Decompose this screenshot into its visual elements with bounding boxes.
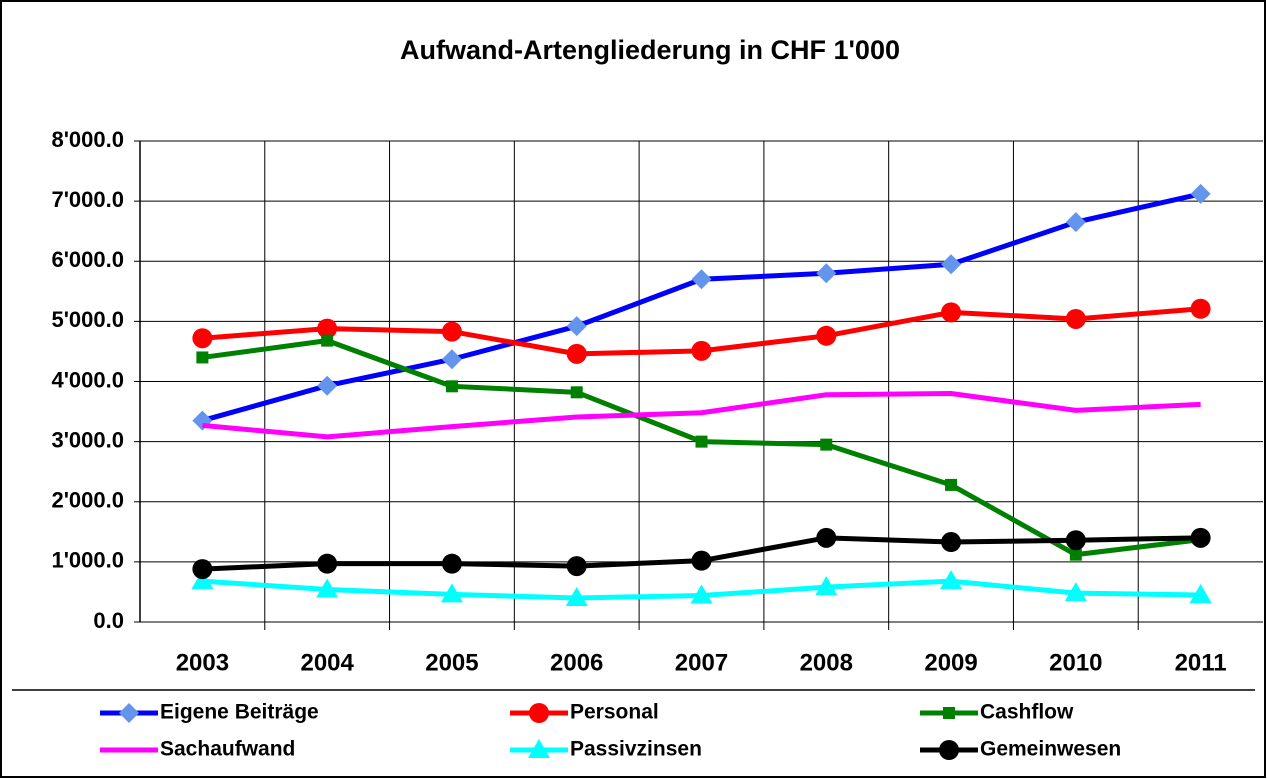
data-point — [316, 578, 339, 598]
data-point — [941, 532, 962, 553]
data-point — [1189, 583, 1212, 603]
legend-label: Personal — [570, 701, 659, 724]
y-tick-label: 5'000.0 — [51, 307, 124, 332]
data-point — [196, 351, 209, 364]
data-point — [317, 553, 338, 574]
data-point — [317, 318, 338, 339]
data-point — [940, 570, 963, 590]
data-point — [317, 375, 338, 396]
data-point — [945, 478, 958, 491]
data-point — [941, 254, 962, 275]
data-point — [566, 343, 587, 364]
data-point — [941, 302, 962, 323]
data-point — [566, 556, 587, 577]
data-point — [820, 438, 833, 451]
legend-label: Sachaufwand — [160, 738, 295, 761]
data-point — [1065, 530, 1086, 551]
legend-marker — [119, 703, 139, 723]
legend-marker — [939, 740, 959, 760]
legend-label: Gemeinwesen — [980, 738, 1121, 761]
data-point — [440, 583, 463, 603]
legend-label: Cashflow — [980, 701, 1074, 724]
series-line — [202, 391, 1201, 440]
y-tick-label: 4'000.0 — [51, 367, 124, 392]
data-point — [441, 349, 462, 370]
y-tick-label: 6'000.0 — [51, 247, 124, 272]
legend-marker — [529, 703, 549, 723]
data-point — [691, 269, 712, 290]
data-point — [1065, 212, 1086, 233]
data-point — [191, 570, 214, 590]
data-point — [690, 584, 713, 604]
data-point — [570, 386, 583, 399]
x-tick-label: 2008 — [800, 649, 853, 676]
data-point — [441, 553, 462, 574]
legend-label: Passivzinsen — [570, 738, 702, 761]
y-tick-label: 1'000.0 — [51, 548, 124, 573]
data-point — [566, 316, 587, 337]
data-point — [1069, 548, 1082, 561]
chart-title: Aufwand-Artengliederung in CHF 1'000 — [400, 35, 900, 65]
data-point — [565, 586, 588, 606]
data-point — [192, 559, 213, 580]
data-point — [816, 527, 837, 548]
legend-marker — [943, 707, 955, 719]
y-tick-label: 3'000.0 — [51, 427, 124, 452]
y-tick-label: 7'000.0 — [51, 187, 124, 212]
x-tick-label: 2011 — [1175, 649, 1227, 676]
data-point — [445, 380, 458, 393]
data-point — [1190, 183, 1211, 204]
data-point — [1064, 582, 1087, 602]
y-tick-label: 0.0 — [93, 608, 124, 633]
y-tick-label: 8'000.0 — [51, 127, 124, 152]
data-point — [691, 550, 712, 571]
y-tick-label: 2'000.0 — [51, 488, 124, 513]
data-point — [1190, 298, 1211, 319]
x-tick-label: 2003 — [176, 649, 229, 676]
data-point — [192, 328, 213, 349]
legend-label: Eigene Beiträge — [160, 701, 319, 724]
data-point — [695, 435, 708, 448]
data-point — [441, 321, 462, 342]
data-point — [816, 325, 837, 346]
data-point — [815, 576, 838, 596]
x-tick-label: 2006 — [550, 649, 603, 676]
x-tick-label: 2009 — [924, 649, 977, 676]
x-tick-label: 2007 — [675, 649, 728, 676]
x-tick-label: 2005 — [425, 649, 478, 676]
data-point — [1190, 527, 1211, 548]
data-point — [1065, 308, 1086, 329]
x-tick-label: 2004 — [300, 649, 354, 676]
legend-marker — [528, 739, 550, 758]
x-tick-label: 2010 — [1049, 649, 1102, 676]
data-point — [816, 263, 837, 284]
data-point — [321, 334, 334, 347]
data-point — [691, 340, 712, 361]
